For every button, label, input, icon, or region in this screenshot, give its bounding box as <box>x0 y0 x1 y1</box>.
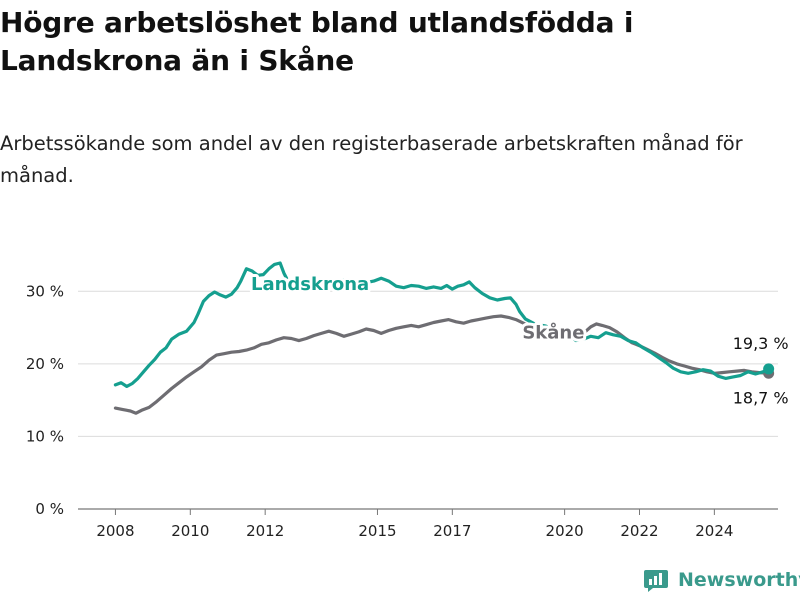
x-tick-label: 2020 <box>546 522 584 540</box>
x-tick-label: 2017 <box>433 522 471 540</box>
x-tick-label: 2010 <box>171 522 209 540</box>
series-line-skane <box>113 314 771 415</box>
y-tick-label: 30 % <box>26 282 64 300</box>
brand-logo: Newsworthy <box>644 568 800 592</box>
y-axis-ticks: 0 % 10 % 20 % 30 % <box>26 282 64 518</box>
chart-subtitle: Arbetssökande som andel av den registerb… <box>0 132 743 187</box>
series-lines <box>113 261 775 415</box>
series-end-point <box>763 363 775 375</box>
x-axis-ticks: 2008 2010 2012 2015 2017 2020 2022 2024 <box>96 509 733 540</box>
y-tick-label: 0 % <box>35 500 64 518</box>
brand-name: Newsworthy <box>678 569 800 591</box>
chart-title: Högre arbetslöshet bland utlandsfödda i … <box>0 6 634 77</box>
x-tick-label: 2012 <box>246 522 284 540</box>
series-line-landskrona <box>113 261 771 388</box>
series-label-halo: Landskrona <box>251 274 369 295</box>
grid-lines <box>78 290 778 510</box>
y-tick-label: 10 % <box>26 427 64 445</box>
end-value-label-landskrona: 19,3 % <box>733 334 789 353</box>
newsworthy-logo-icon <box>644 570 668 592</box>
end-value-label-skane: 18,7 % <box>733 388 789 407</box>
x-tick-label: 2022 <box>620 522 658 540</box>
series-label-skane: Skåne <box>522 321 584 343</box>
x-tick-label: 2008 <box>96 522 134 540</box>
x-tick-label: 2015 <box>358 522 396 540</box>
series-label-landskrona: Landskrona <box>251 274 369 295</box>
x-tick-label: 2024 <box>695 522 733 540</box>
series-label-halo: Skåne <box>522 321 584 343</box>
y-tick-label: 20 % <box>26 355 64 373</box>
